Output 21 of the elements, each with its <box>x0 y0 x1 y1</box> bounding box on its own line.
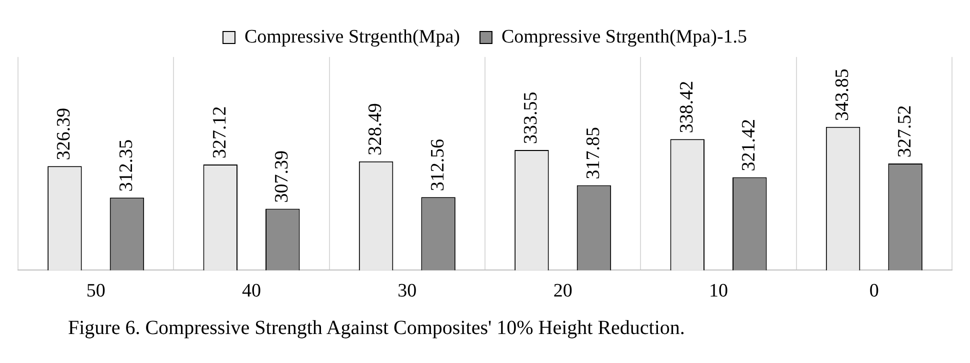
data-label: 307.39 <box>272 150 293 203</box>
x-tick-label: 50 <box>86 280 106 302</box>
x-tick-label: 0 <box>869 280 879 302</box>
x-tick-label: 40 <box>242 280 261 302</box>
caption: Figure 6. Compressive Strength Against Composites' 10% Height Reduction. <box>67 317 686 340</box>
data-label: 328.49 <box>365 103 386 156</box>
legend-label: Compressive Strgenth(Mpa)-1.5 <box>501 26 748 48</box>
x-tick-label: 10 <box>709 280 728 302</box>
data-label: 338.42 <box>676 80 698 134</box>
legend-label: Compressive Strgenth(Mpa) <box>244 26 460 48</box>
data-label: 327.52 <box>894 105 916 158</box>
data-label: 312.35 <box>116 139 137 192</box>
data-label: 312.56 <box>427 138 448 192</box>
data-label: 317.85 <box>582 127 604 180</box>
data-label: 333.55 <box>520 92 542 144</box>
x-tick-label: 20 <box>553 280 572 302</box>
data-label: 321.42 <box>738 118 760 172</box>
data-label: 326.39 <box>54 108 75 160</box>
x-tick-label: 30 <box>398 280 417 302</box>
data-label: 343.85 <box>832 68 854 121</box>
data-label: 327.12 <box>209 106 230 158</box>
